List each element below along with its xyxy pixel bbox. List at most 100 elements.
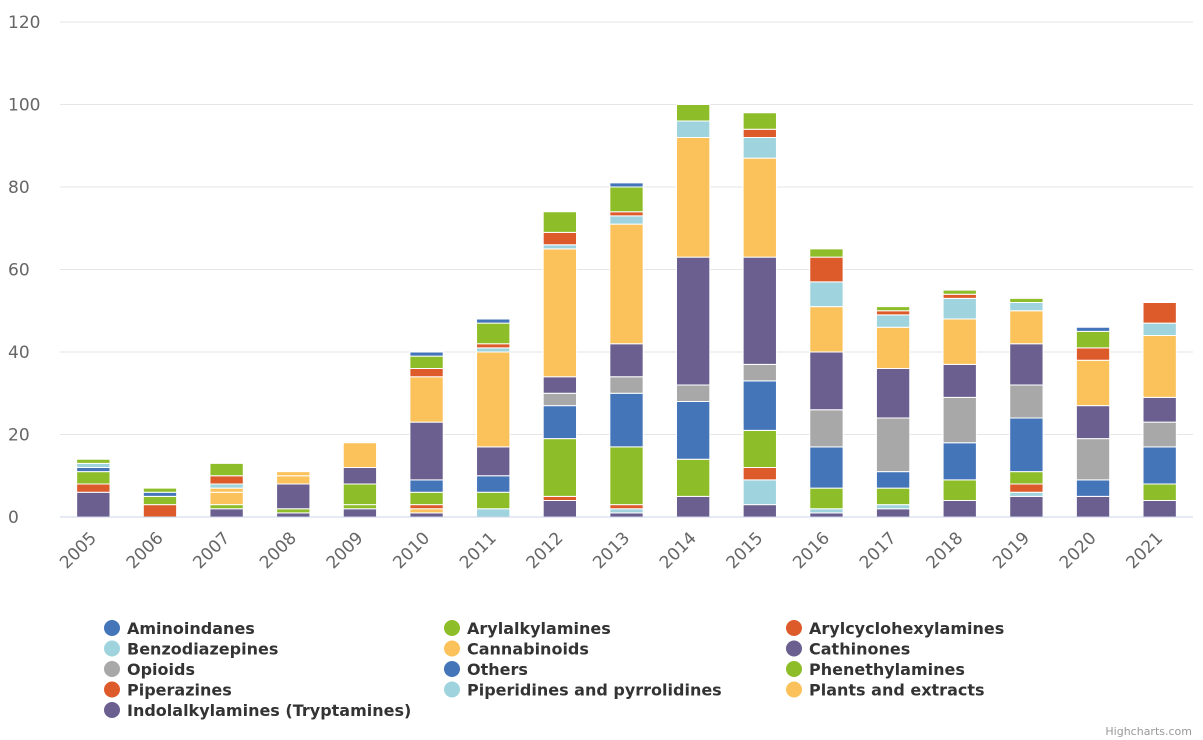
bar-segment[interactable] (76, 483, 111, 493)
bar-segment[interactable] (409, 508, 444, 514)
bar-segment[interactable] (409, 491, 444, 506)
bar-segment[interactable] (1142, 335, 1177, 398)
bar-segment[interactable] (276, 475, 311, 485)
bar-segment[interactable] (675, 256, 711, 386)
bar-segment[interactable] (609, 392, 644, 448)
bar-segment[interactable] (675, 120, 711, 138)
bar-segment[interactable] (609, 504, 644, 510)
bar-segment[interactable] (675, 401, 711, 460)
bar-segment[interactable] (276, 508, 311, 514)
bar-segment[interactable] (409, 368, 444, 378)
bar-segment[interactable] (209, 475, 244, 485)
legend-item[interactable]: Arylcyclohexylamines (786, 619, 1004, 638)
bar-segment[interactable] (76, 462, 111, 468)
bar-segment[interactable] (942, 318, 977, 365)
bar-segment[interactable] (609, 508, 644, 514)
bar-segment[interactable] (276, 483, 311, 510)
bar-segment[interactable] (542, 244, 578, 250)
bar-segment[interactable] (809, 351, 844, 411)
bar-segment[interactable] (1009, 297, 1044, 303)
bar-segment[interactable] (809, 446, 844, 489)
bar-segment[interactable] (742, 479, 777, 506)
bar-segment[interactable] (476, 347, 511, 353)
legend-item[interactable]: Benzodiazepines (104, 640, 278, 659)
bar-segment[interactable] (875, 471, 911, 489)
bar-segment[interactable] (742, 157, 777, 258)
bar-segment[interactable] (342, 508, 378, 518)
bar-segment[interactable] (609, 376, 644, 394)
bar-segment[interactable] (1009, 471, 1044, 485)
bar-segment[interactable] (476, 343, 511, 349)
bar-segment[interactable] (1075, 495, 1111, 518)
bar-segment[interactable] (1075, 359, 1111, 407)
bar-segment[interactable] (542, 405, 578, 440)
bar-segment[interactable] (409, 355, 444, 369)
bar-segment[interactable] (76, 471, 111, 485)
legend-item[interactable]: Phenethylamines (786, 660, 965, 679)
bar-segment[interactable] (875, 504, 911, 510)
bar-segment[interactable] (1075, 330, 1111, 349)
bar-segment[interactable] (875, 314, 911, 328)
bar-segment[interactable] (542, 248, 578, 378)
bar-segment[interactable] (1142, 421, 1177, 448)
bar-segment[interactable] (409, 376, 444, 423)
bar-segment[interactable] (809, 281, 844, 308)
bar-segment[interactable] (942, 396, 977, 444)
legend-item[interactable]: Piperazines (104, 681, 232, 700)
bar-segment[interactable] (675, 458, 711, 497)
bar-segment[interactable] (276, 512, 311, 518)
bar-segment[interactable] (76, 467, 111, 473)
bar-segment[interactable] (542, 495, 578, 501)
legend-item[interactable]: Plants and extracts (786, 681, 985, 700)
bar-segment[interactable] (942, 479, 977, 501)
bar-segment[interactable] (1075, 347, 1111, 361)
bar-segment[interactable] (609, 223, 644, 345)
bar-segment[interactable] (1009, 483, 1044, 493)
bar-segment[interactable] (476, 491, 511, 510)
bar-segment[interactable] (609, 446, 644, 506)
bar-segment[interactable] (476, 508, 511, 518)
bar-segment[interactable] (542, 231, 578, 246)
bar-segment[interactable] (742, 363, 777, 382)
bar-segment[interactable] (542, 376, 578, 394)
bar-segment[interactable] (409, 512, 444, 518)
bar-segment[interactable] (276, 471, 311, 477)
bar-segment[interactable] (875, 487, 911, 506)
bar-segment[interactable] (809, 508, 844, 514)
legend-item[interactable]: Others (444, 660, 528, 679)
bar-segment[interactable] (809, 409, 844, 448)
bar-segment[interactable] (476, 475, 511, 493)
bar-segment[interactable] (76, 491, 111, 518)
bar-segment[interactable] (409, 504, 444, 510)
bar-segment[interactable] (875, 310, 911, 316)
bar-segment[interactable] (675, 104, 711, 122)
bar-segment[interactable] (209, 491, 244, 506)
bar-segment[interactable] (942, 293, 977, 299)
legend-item[interactable]: Cannabinoids (444, 640, 589, 659)
bar-segment[interactable] (142, 491, 178, 497)
bar-segment[interactable] (1009, 310, 1044, 345)
legend-item[interactable]: Piperidines and pyrrolidines (444, 681, 722, 700)
bar-segment[interactable] (1142, 500, 1177, 518)
bar-segment[interactable] (1075, 479, 1111, 497)
bar-segment[interactable] (742, 256, 777, 365)
bar-segment[interactable] (675, 137, 711, 258)
bar-segment[interactable] (142, 487, 178, 493)
bar-segment[interactable] (209, 508, 244, 518)
bar-segment[interactable] (142, 495, 178, 506)
bar-segment[interactable] (476, 318, 511, 324)
bar-segment[interactable] (609, 215, 644, 225)
bar-segment[interactable] (342, 442, 378, 468)
bar-segment[interactable] (675, 495, 711, 518)
bar-segment[interactable] (875, 508, 911, 518)
bar-segment[interactable] (1009, 495, 1044, 518)
bar-segment[interactable] (209, 504, 244, 510)
bar-segment[interactable] (1142, 396, 1177, 423)
bar-segment[interactable] (409, 421, 444, 481)
bar-segment[interactable] (609, 211, 644, 217)
bar-segment[interactable] (742, 380, 777, 431)
bar-segment[interactable] (809, 487, 844, 510)
bar-segment[interactable] (1009, 302, 1044, 312)
bar-segment[interactable] (609, 343, 644, 378)
bar-segment[interactable] (875, 306, 911, 312)
